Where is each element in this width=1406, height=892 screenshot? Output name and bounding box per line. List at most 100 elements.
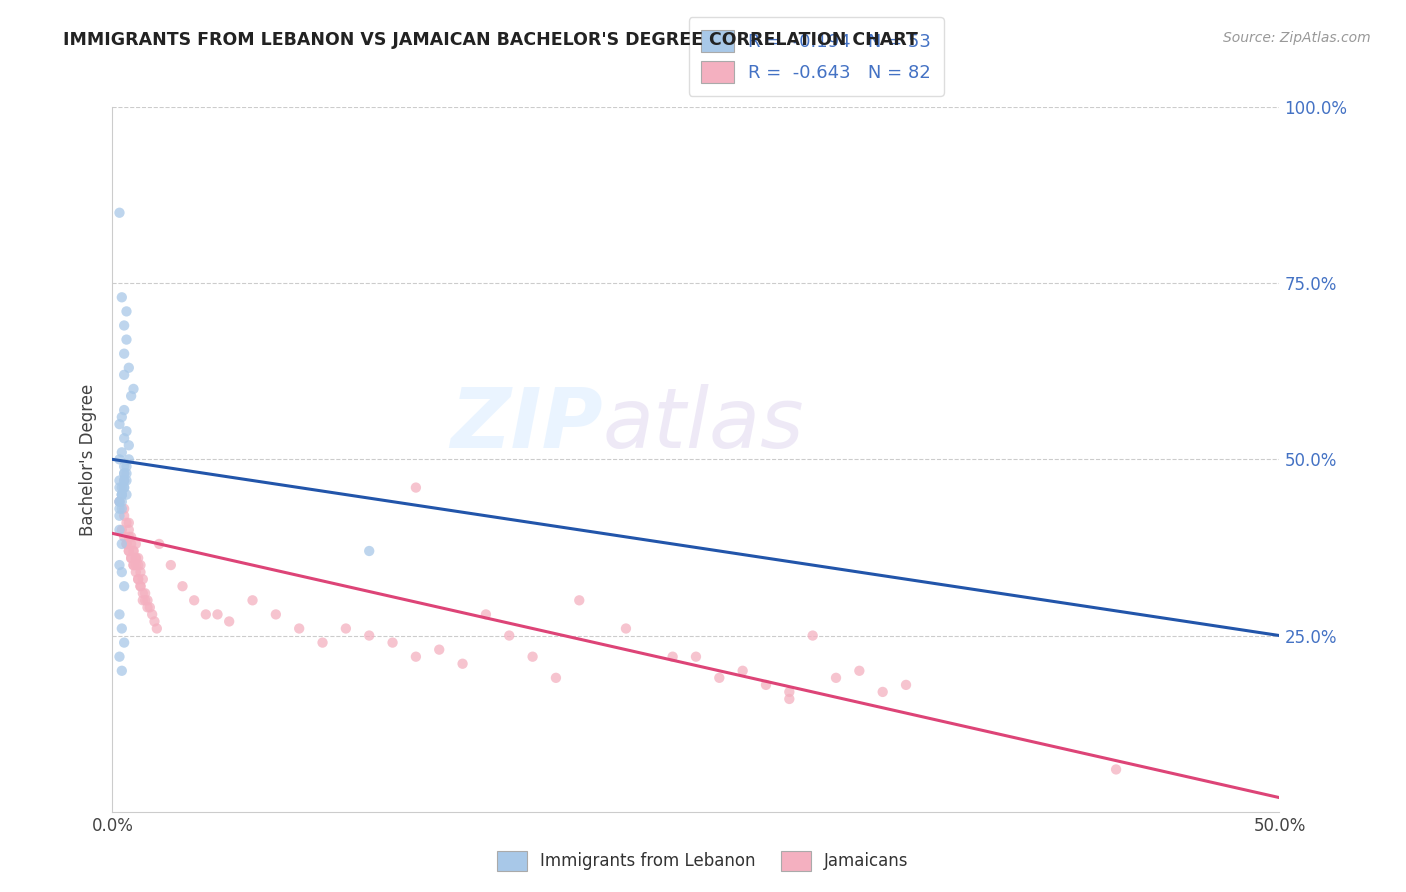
Point	[111, 445, 134, 459]
Point	[115, 333, 138, 347]
Point	[755, 678, 778, 692]
Point	[129, 579, 152, 593]
Point	[242, 593, 264, 607]
Point	[111, 565, 134, 579]
Point	[731, 664, 754, 678]
Point	[111, 501, 134, 516]
Point	[848, 664, 870, 678]
Point	[108, 452, 131, 467]
Point	[132, 586, 155, 600]
Point	[118, 544, 141, 558]
Point	[134, 586, 156, 600]
Point	[108, 474, 131, 488]
Point	[115, 537, 138, 551]
Point	[778, 692, 800, 706]
Y-axis label: Bachelor's Degree: Bachelor's Degree	[79, 384, 97, 535]
Point	[118, 438, 141, 452]
Point	[127, 572, 149, 586]
Point	[115, 459, 138, 474]
Point	[115, 467, 138, 481]
Point	[108, 607, 131, 622]
Point	[778, 685, 800, 699]
Point	[112, 635, 135, 649]
Point	[108, 649, 131, 664]
Point	[127, 558, 149, 573]
Point	[112, 431, 135, 445]
Point	[498, 628, 520, 642]
Point	[111, 481, 134, 495]
Point	[108, 558, 131, 573]
Point	[825, 671, 848, 685]
Point	[801, 628, 824, 642]
Point	[111, 487, 134, 501]
Point	[112, 508, 135, 523]
Point	[207, 607, 229, 622]
Point	[381, 635, 404, 649]
Point	[108, 417, 131, 431]
Point	[136, 593, 159, 607]
Point	[125, 565, 148, 579]
Point	[125, 558, 148, 573]
Point	[141, 607, 163, 622]
Point	[112, 481, 135, 495]
Point	[108, 494, 131, 508]
Point	[148, 537, 170, 551]
Point	[125, 551, 148, 566]
Point	[115, 304, 138, 318]
Point	[108, 205, 131, 219]
Point	[112, 481, 135, 495]
Point	[118, 360, 141, 375]
Point	[544, 671, 567, 685]
Point	[111, 487, 134, 501]
Point	[120, 389, 142, 403]
Point	[218, 615, 240, 629]
Point	[112, 467, 135, 481]
Text: Source: ZipAtlas.com: Source: ZipAtlas.com	[1223, 31, 1371, 45]
Point	[288, 622, 311, 636]
Point	[475, 607, 498, 622]
Point	[115, 424, 138, 438]
Point	[264, 607, 287, 622]
Point	[122, 544, 145, 558]
Point	[451, 657, 474, 671]
Point	[125, 537, 148, 551]
Point	[522, 649, 544, 664]
Point	[118, 523, 141, 537]
Point	[120, 537, 142, 551]
Point	[122, 382, 145, 396]
Point	[111, 537, 134, 551]
Point	[146, 622, 169, 636]
Point	[112, 346, 135, 360]
Point	[143, 615, 166, 629]
Point	[108, 523, 131, 537]
Point	[129, 565, 152, 579]
Point	[661, 649, 683, 664]
Point	[359, 628, 381, 642]
Point	[108, 494, 131, 508]
Point	[111, 523, 134, 537]
Point	[427, 642, 450, 657]
Point	[111, 487, 134, 501]
Point	[129, 558, 152, 573]
Point	[118, 544, 141, 558]
Point	[129, 579, 152, 593]
Text: IMMIGRANTS FROM LEBANON VS JAMAICAN BACHELOR'S DEGREE CORRELATION CHART: IMMIGRANTS FROM LEBANON VS JAMAICAN BACH…	[63, 31, 918, 49]
Point	[118, 516, 141, 530]
Legend: Immigrants from Lebanon, Jamaicans: Immigrants from Lebanon, Jamaicans	[489, 842, 917, 880]
Point	[125, 551, 148, 566]
Point	[120, 551, 142, 566]
Point	[112, 474, 135, 488]
Point	[111, 622, 134, 636]
Legend: R =  -0.194   N = 53, R =  -0.643   N = 82: R = -0.194 N = 53, R = -0.643 N = 82	[689, 18, 943, 95]
Point	[127, 572, 149, 586]
Point	[183, 593, 205, 607]
Point	[112, 474, 135, 488]
Point	[112, 459, 135, 474]
Point	[112, 467, 135, 481]
Point	[112, 403, 135, 417]
Point	[872, 685, 894, 699]
Point	[118, 530, 141, 544]
Point	[134, 593, 156, 607]
Point	[685, 649, 707, 664]
Point	[614, 622, 637, 636]
